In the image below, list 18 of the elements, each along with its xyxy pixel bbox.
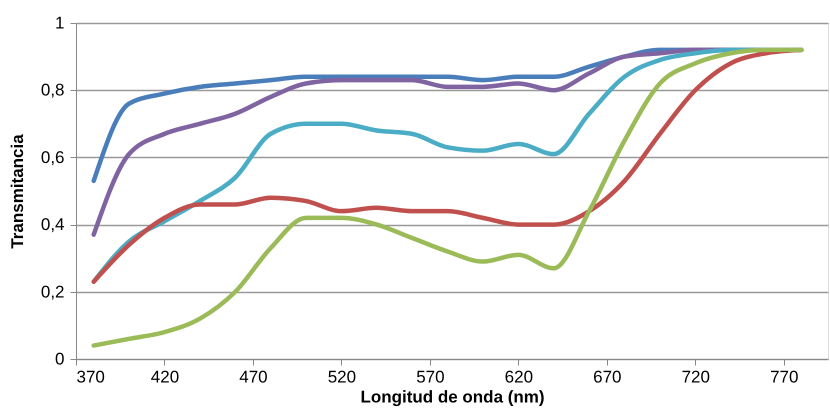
x-tick-label: 670 — [593, 368, 622, 386]
y-tick-label: 0,2 — [40, 282, 64, 302]
y-axis-title: Transmitancia — [8, 134, 27, 249]
x-tick-label: 370 — [76, 368, 105, 386]
x-tick-label: 570 — [416, 368, 445, 386]
x-tick-label: 620 — [504, 368, 534, 386]
x-tick-label: 770 — [770, 368, 798, 386]
y-tick-label: 1 — [55, 14, 64, 32]
line-series — [91, 48, 804, 348]
x-tick-label: 520 — [328, 368, 356, 386]
y-tick-label: 0,8 — [40, 80, 64, 100]
x-axis-title: Longitud de onda (nm) — [360, 388, 545, 406]
x-tick-label: 720 — [682, 368, 710, 386]
y-tick-label: 0,4 — [40, 215, 64, 234]
y-tick-label: 0 — [55, 350, 64, 368]
y-tick-label: 0,6 — [40, 148, 64, 167]
x-tick-label: 470 — [239, 368, 268, 386]
x-tick-label: 420 — [150, 368, 180, 386]
